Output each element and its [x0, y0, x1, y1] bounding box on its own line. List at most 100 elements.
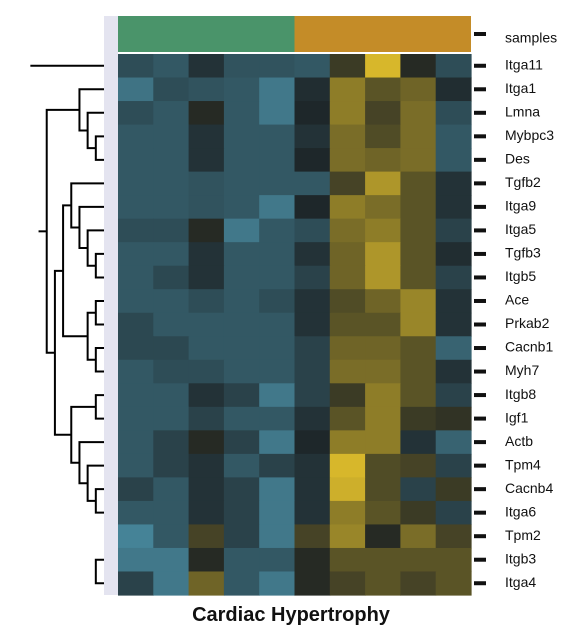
heatmap-cell	[400, 500, 437, 526]
row-tick	[474, 393, 486, 398]
dendrogram-branch	[94, 135, 104, 161]
row-label: Itga9	[505, 198, 536, 214]
heatmap-cell	[435, 312, 472, 337]
row-label: Tgfb3	[505, 245, 541, 261]
heatmap-cell	[259, 289, 296, 314]
heatmap-cell	[400, 336, 437, 361]
heatmap-cell	[118, 148, 154, 173]
row-tick	[474, 134, 486, 139]
row-label: Lmna	[505, 104, 540, 120]
annotation-tick	[474, 32, 486, 36]
heatmap-cell	[118, 383, 154, 408]
heatmap-cell	[329, 242, 366, 267]
heatmap-cell	[153, 195, 190, 220]
heatmap-cell	[400, 430, 437, 455]
dendrogram-branch	[94, 252, 104, 279]
row-label: Ace	[505, 292, 529, 308]
heatmap-cell	[259, 124, 296, 149]
row-tick	[474, 557, 486, 562]
heatmap-cell	[153, 289, 190, 314]
heatmap-cell	[365, 289, 401, 314]
row-label: Itga5	[505, 221, 536, 237]
heatmap-cell	[400, 289, 437, 314]
heatmap-cell	[259, 477, 296, 502]
heatmap-cell	[118, 265, 154, 290]
heatmap-cell	[294, 500, 331, 526]
dendrogram-branch	[86, 311, 96, 361]
heatmap-cell	[188, 430, 225, 455]
heatmap-cell	[118, 218, 154, 243]
row-label: Itga1	[505, 80, 536, 96]
heatmap-cell	[400, 124, 437, 149]
heatmap-cell	[400, 359, 437, 384]
heatmap-cell	[329, 218, 366, 243]
heatmap-cell	[294, 453, 331, 478]
row-tick	[474, 369, 486, 374]
heatmap-cell	[153, 77, 190, 102]
heatmap-cell	[365, 148, 401, 173]
heatmap-cell	[153, 242, 190, 267]
heatmap-cell	[294, 406, 331, 431]
heatmap-cells	[118, 54, 472, 596]
heatmap-cell	[400, 312, 437, 337]
heatmap-cell	[365, 383, 401, 408]
heatmap-cell	[400, 571, 437, 596]
row-tick	[474, 110, 486, 115]
heatmap-cell	[329, 289, 366, 314]
dendrogram-branch	[86, 229, 104, 267]
heatmap-cell	[400, 242, 437, 267]
heatmap-cell	[329, 336, 366, 361]
heatmap-cell	[435, 265, 472, 290]
heatmap-cell	[400, 195, 437, 220]
row-tick	[474, 487, 486, 492]
heatmap-cell	[435, 406, 472, 431]
heatmap-cell	[188, 195, 225, 220]
chart-title: Cardiac Hypertrophy	[192, 604, 391, 626]
row-tick	[474, 87, 486, 92]
heatmap-cell	[294, 77, 331, 102]
heatmap-cell	[188, 124, 225, 149]
heatmap-cell	[223, 195, 260, 220]
heatmap-cell	[329, 359, 366, 384]
heatmap-cell	[400, 547, 437, 573]
heatmap-cell	[329, 500, 366, 526]
heatmap-cell	[294, 265, 331, 290]
row-label: Itga6	[505, 503, 536, 519]
heatmap-cell	[294, 547, 331, 573]
heatmap-cell	[118, 430, 154, 455]
row-label: Prkab2	[505, 315, 550, 331]
heatmap-cell	[329, 124, 366, 149]
row-tick	[474, 204, 486, 209]
heatmap-cell	[188, 571, 225, 596]
heatmap-cell	[400, 453, 437, 478]
heatmap-cell	[223, 171, 260, 196]
heatmap-cell	[153, 101, 190, 126]
row-label: Tpm2	[505, 527, 541, 543]
heatmap-cell	[188, 453, 225, 478]
dendrogram-branch	[78, 205, 104, 250]
heatmap-cell	[259, 359, 296, 384]
heatmap-cell	[153, 54, 190, 79]
heatmap-cell	[118, 453, 154, 478]
heatmap-cell	[435, 77, 472, 102]
heatmap-cell	[153, 430, 190, 455]
sample-group-2	[294, 16, 471, 52]
heatmap-cell	[188, 77, 225, 102]
dendrogram-branch	[94, 299, 104, 326]
heatmap-cell	[153, 383, 190, 408]
heatmap-cell	[365, 218, 401, 243]
heatmap-cell	[259, 571, 296, 596]
heatmap-cell	[294, 430, 331, 455]
heatmap-cell	[400, 101, 437, 126]
row-label: Itgb5	[505, 268, 536, 284]
heatmap-cell	[153, 171, 190, 196]
heatmap-cell	[435, 524, 472, 549]
row-tick-marks	[474, 32, 486, 586]
heatmap-cell	[223, 101, 260, 126]
heatmap-cell	[223, 265, 260, 290]
heatmap-cell	[329, 195, 366, 220]
heatmap-cell	[400, 77, 437, 102]
heatmap-cell	[400, 477, 437, 502]
row-labels: Itga11 Itga1 Lmna Mybpc3 Des Tgfb2 Itga9 Itga5 T…	[505, 56, 554, 589]
